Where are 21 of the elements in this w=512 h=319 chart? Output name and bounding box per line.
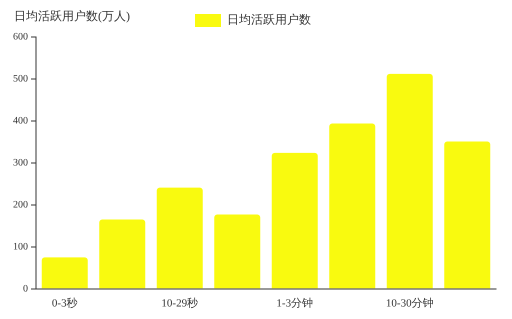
bar [99,220,146,288]
y-tick-label: 400 [13,116,28,127]
bar [156,188,203,288]
x-tick-label: 10-30分钟 [386,297,434,310]
y-tick-label: 100 [13,241,28,252]
y-tick-label: 200 [13,199,28,210]
bar [386,74,433,288]
x-tick-label: 0-3秒 [52,297,78,310]
x-tick-label: 10-29秒 [161,297,198,310]
y-tick-label: 500 [13,74,28,85]
y-axis-title: 日均活跃用户数(万人) [14,9,130,24]
bar [329,123,376,288]
y-tick-label: 0 [23,283,28,294]
y-tick-label: 300 [13,158,28,169]
bar [444,141,490,288]
x-tick-label: 1-3分钟 [276,297,314,310]
bar [272,152,318,288]
bar [42,257,88,288]
bar [214,214,260,288]
legend-label: 日均活跃用户数 [227,12,311,27]
y-tick-label: 600 [13,32,28,43]
